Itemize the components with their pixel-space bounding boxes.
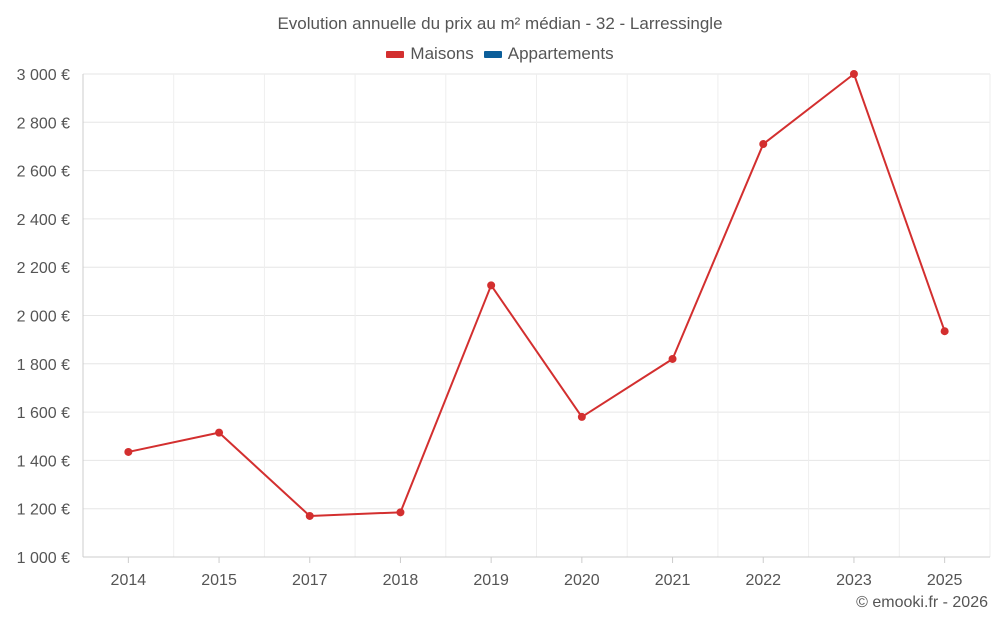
- legend-item-maisons[interactable]: Maisons: [386, 44, 474, 64]
- grid: [82, 73, 991, 558]
- chart-title: Evolution annuelle du prix au m² médian …: [277, 14, 723, 33]
- legend-swatch-maisons: [386, 50, 405, 58]
- data-point[interactable]: [305, 511, 314, 520]
- x-tick-label: 2019: [473, 572, 509, 589]
- x-tick-label: 2020: [564, 572, 600, 589]
- y-tick-label: 3 000 €: [17, 67, 70, 84]
- legend-swatch-appartements: [483, 50, 502, 58]
- legend-label-appartements: Appartements: [507, 44, 614, 63]
- legend-item-appartements[interactable]: Appartements: [483, 44, 614, 64]
- x-tick-label: 2017: [292, 572, 328, 589]
- legend: Maisons Appartements: [0, 44, 1000, 64]
- y-tick-label: 2 400 €: [17, 212, 70, 229]
- data-point[interactable]: [124, 447, 133, 456]
- y-tick-label: 2 200 €: [17, 260, 70, 277]
- y-tick-label: 2 600 €: [17, 164, 70, 181]
- y-tick-label: 2 000 €: [17, 309, 70, 326]
- y-tick-label: 1 000 €: [17, 550, 70, 567]
- data-point[interactable]: [487, 281, 496, 290]
- x-tick-label: 2015: [201, 572, 237, 589]
- series-line-maisons: [128, 73, 946, 517]
- data-point[interactable]: [577, 412, 586, 421]
- y-tick-label: 2 800 €: [17, 115, 70, 132]
- y-tick-label: 1 400 €: [17, 453, 70, 470]
- legend-label-maisons: Maisons: [410, 44, 474, 63]
- data-point[interactable]: [759, 140, 768, 149]
- data-point[interactable]: [668, 354, 677, 363]
- data-point[interactable]: [940, 327, 949, 336]
- series-maisons: [124, 70, 949, 520]
- y-tick-label: 1 200 €: [17, 502, 70, 519]
- axes: 1 000 € 1 200 € 1 400 € 1 600 € 1 800 € 2 000…: [17, 67, 990, 589]
- data-point[interactable]: [849, 70, 858, 78]
- x-tick-label: 2025: [927, 572, 963, 589]
- y-tick-label: 1 800 €: [17, 357, 70, 374]
- x-tick-label: 2018: [383, 572, 419, 589]
- data-point[interactable]: [215, 428, 224, 437]
- x-tick-label: 2022: [745, 572, 781, 589]
- x-tick-label: 2021: [655, 572, 691, 589]
- data-point[interactable]: [396, 508, 405, 517]
- x-tick-label: 2014: [111, 572, 147, 589]
- y-tick-label: 1 600 €: [17, 405, 70, 422]
- x-tick-label: 2023: [836, 572, 872, 589]
- credit-text: © emooki.fr - 2026: [856, 594, 988, 611]
